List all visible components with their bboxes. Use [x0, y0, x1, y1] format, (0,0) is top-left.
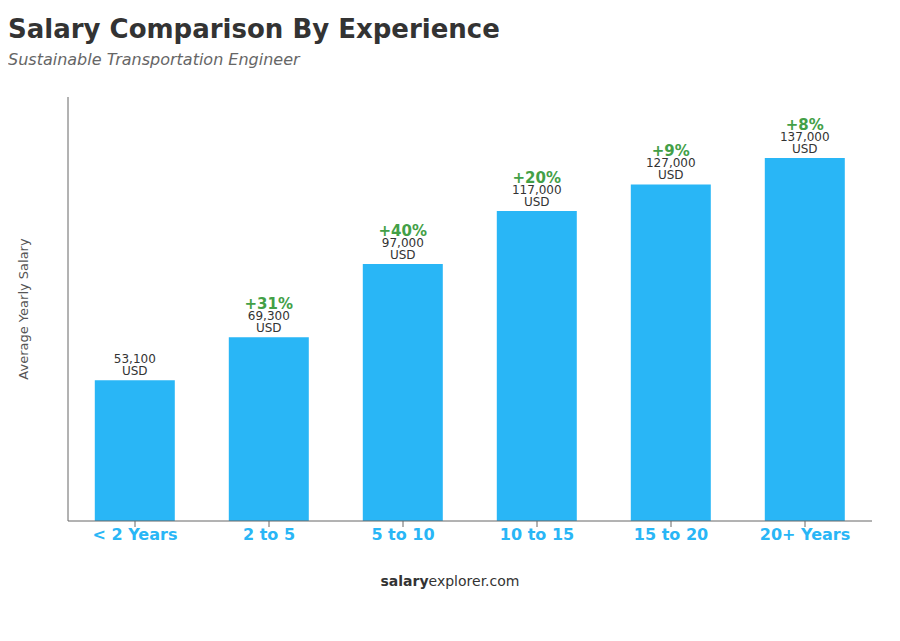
svg-text:20+ Years: 20+ Years — [760, 525, 850, 544]
svg-text:2 to 5: 2 to 5 — [243, 525, 295, 544]
svg-text:+20%: +20% — [513, 169, 561, 187]
svg-text:15 to 20: 15 to 20 — [634, 525, 708, 544]
svg-text:< 2 Years: < 2 Years — [93, 525, 178, 544]
svg-text:+9%: +9% — [652, 142, 690, 160]
svg-text:53,100USD: 53,100USD — [114, 352, 156, 378]
svg-text:+8%: +8% — [786, 116, 824, 134]
svg-text:+40%: +40% — [379, 222, 427, 240]
svg-text:+31%: +31% — [245, 295, 293, 313]
svg-text:10 to 15: 10 to 15 — [500, 525, 574, 544]
svg-text:Average Yearly Salary: Average Yearly Salary — [16, 238, 31, 380]
svg-text:5 to 10: 5 to 10 — [371, 525, 434, 544]
